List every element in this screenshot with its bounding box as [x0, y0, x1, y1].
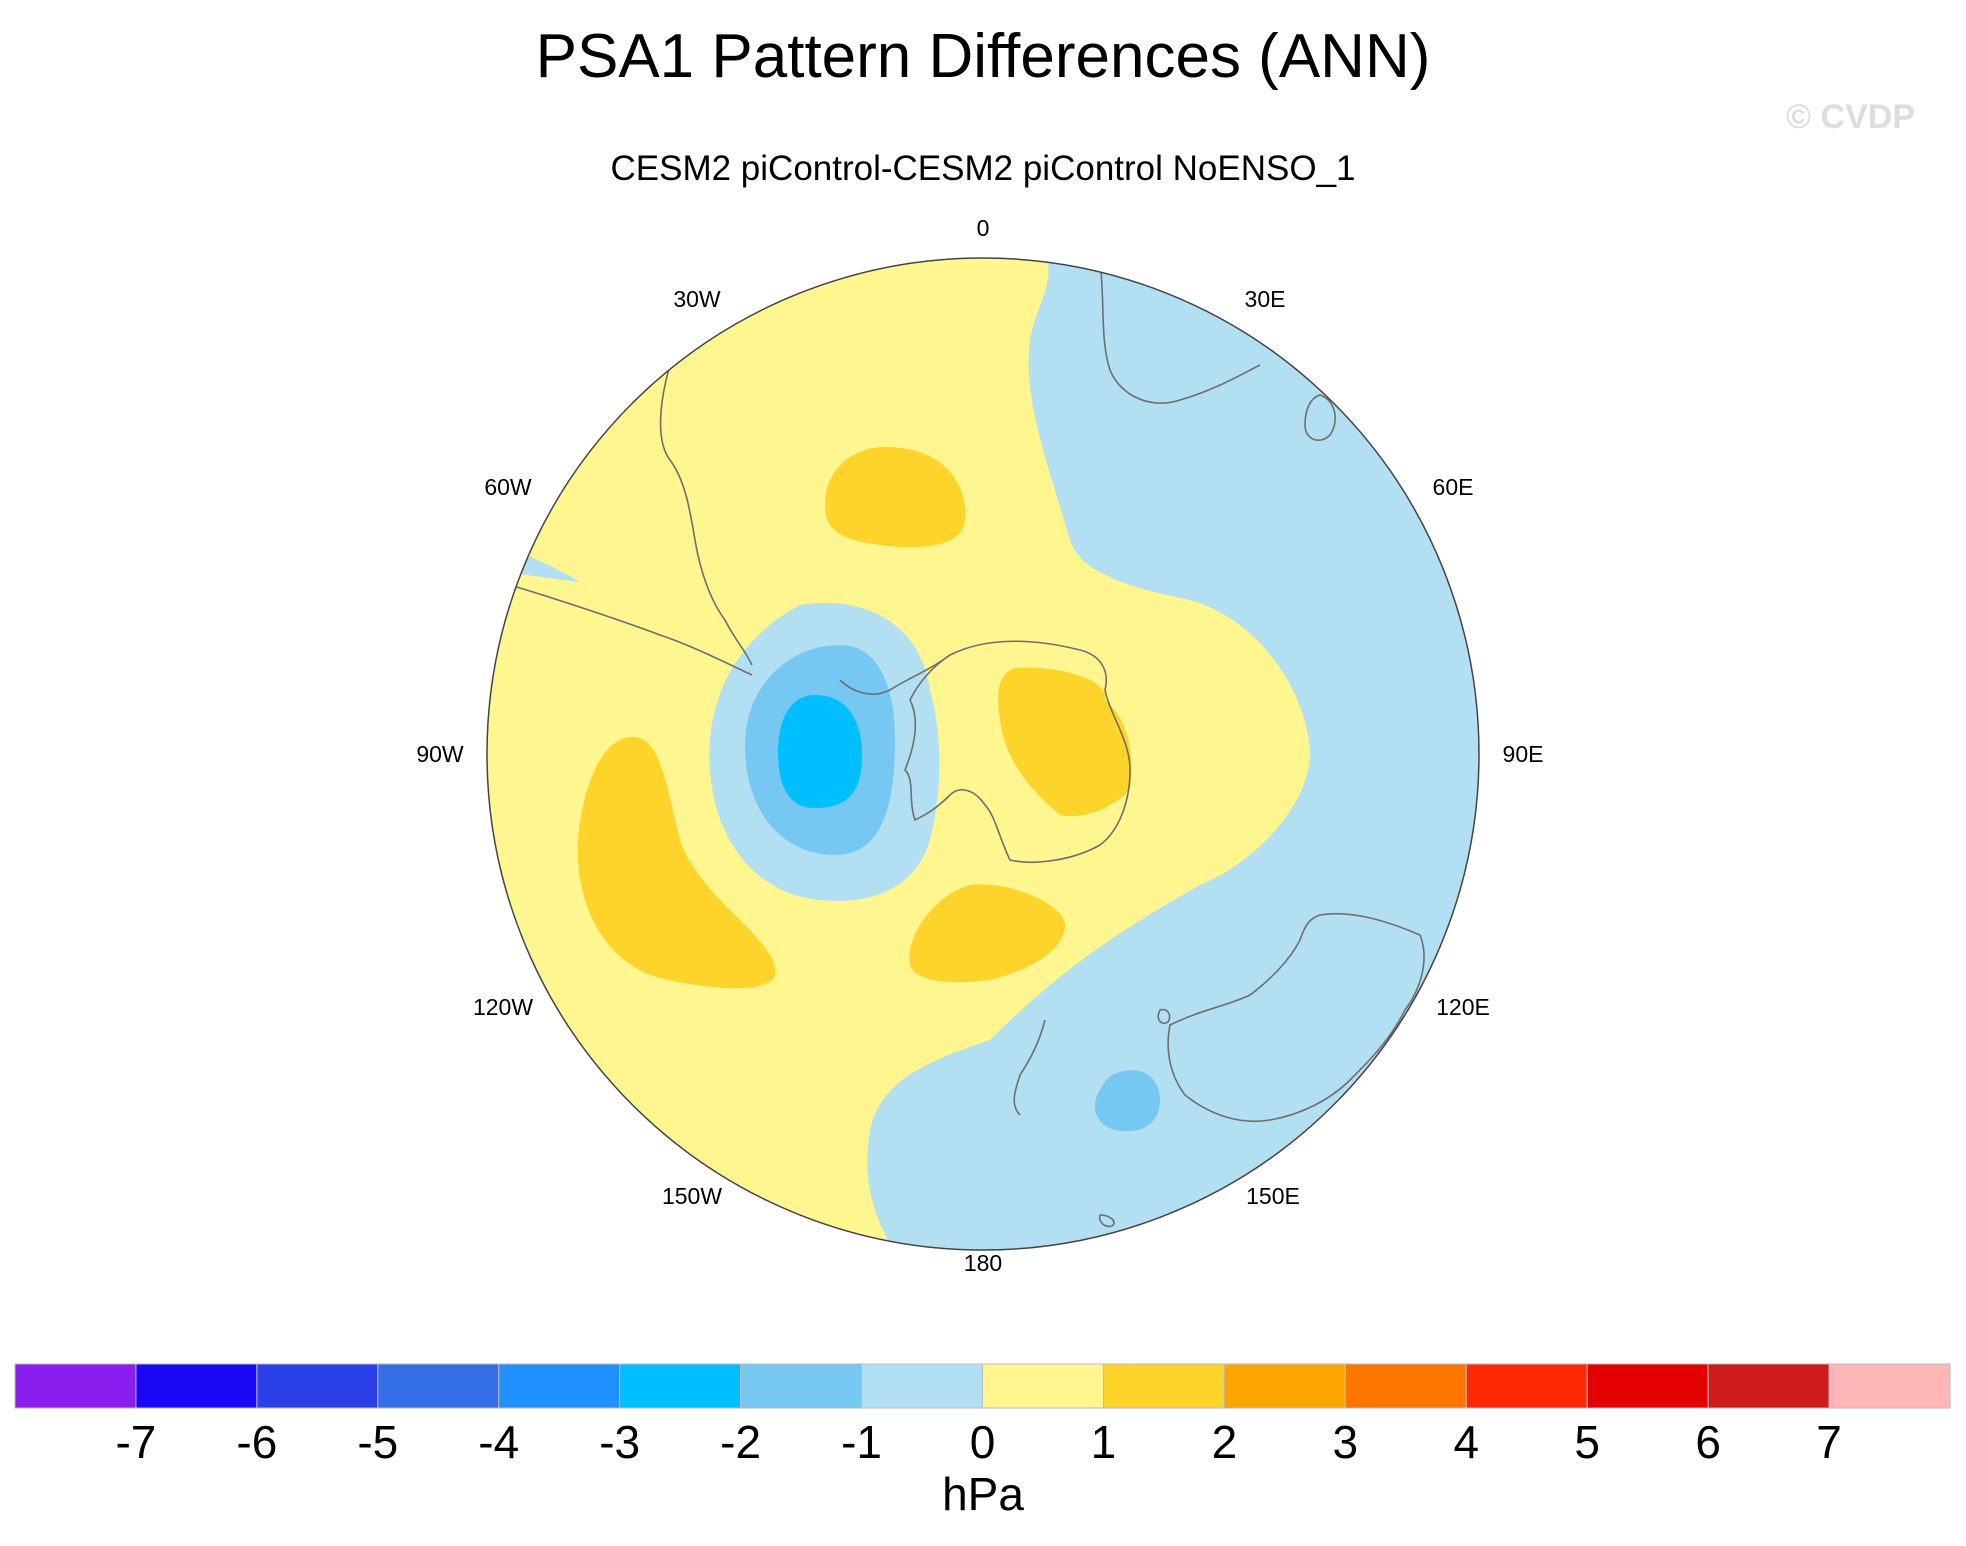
positive-center-east	[998, 667, 1132, 817]
island-180	[1098, 1214, 1115, 1228]
colorbar-box	[377, 1363, 500, 1409]
colorbar-tick-label: -5	[357, 1416, 398, 1468]
antarctica-coast	[904, 640, 1131, 863]
colorbar-box	[1828, 1363, 1951, 1409]
africa-coast	[1099, 261, 1261, 404]
positive-center-north	[825, 446, 966, 548]
colorbar-box	[256, 1363, 379, 1409]
coastlines	[509, 261, 1425, 1228]
lon-label-0: 0	[977, 215, 990, 241]
south-america-coast	[659, 364, 753, 666]
positive-center-south	[909, 884, 1065, 983]
colorbar-tick-label: -7	[115, 1416, 156, 1468]
colorbar-tick-label: -6	[236, 1416, 277, 1468]
colorbar-tick-label: 5	[1574, 1416, 1600, 1468]
lon-label-150e: 150E	[1246, 1183, 1300, 1209]
new-zealand-coast	[1013, 1019, 1046, 1116]
colorbar-tick-label: 3	[1333, 1416, 1359, 1468]
negative-core	[778, 695, 862, 808]
colorbar-box	[740, 1363, 863, 1409]
lon-label-150w: 150W	[662, 1183, 722, 1209]
lon-label-30w: 30W	[673, 286, 721, 312]
lon-label-60w: 60W	[484, 474, 532, 500]
south-america-west-coast	[509, 584, 753, 676]
colorbar-box	[1102, 1363, 1225, 1409]
colorbar-tick-label: 0	[970, 1416, 996, 1468]
polar-map	[487, 258, 1479, 1250]
colorbar-box	[861, 1363, 983, 1409]
lon-label-30e: 30E	[1245, 286, 1286, 312]
colorbar-tick-label: -4	[478, 1416, 519, 1468]
colorbar-tick-label: 6	[1695, 1416, 1721, 1468]
lon-label-180: 180	[964, 1250, 1002, 1276]
colorbar-box	[1223, 1363, 1346, 1409]
lon-label-120w: 120W	[473, 994, 533, 1020]
watermark: © CVDP	[1786, 98, 1915, 136]
colorbar-unit-label: hPa	[942, 1468, 1024, 1520]
madagascar-coast	[1304, 394, 1336, 441]
longitude-labels: 0 30E 60E 90E 120E 150E 180 150W 120W 90…	[416, 215, 1543, 1276]
colorbar-tick-label: -3	[599, 1416, 640, 1468]
tasmania-coast	[1157, 1008, 1171, 1025]
lon-label-90w: 90W	[416, 741, 464, 767]
colorbar	[14, 1363, 1951, 1409]
colorbar-tick-label: -1	[841, 1416, 882, 1468]
peninsula-coast	[839, 654, 951, 695]
colorbar-box	[982, 1363, 1104, 1409]
lon-label-60e: 60E	[1433, 474, 1474, 500]
colorbar-box	[1586, 1363, 1709, 1409]
subtitle: CESM2 piControl-CESM2 piControl NoENSO_1	[611, 149, 1356, 188]
map-border	[486, 257, 1480, 1251]
negative-center-tasman	[1095, 1070, 1160, 1132]
colorbar-box	[1465, 1363, 1588, 1409]
positive-center-west	[577, 736, 776, 989]
colorbar-box	[135, 1363, 258, 1409]
colorbar-tick-label: 2	[1212, 1416, 1238, 1468]
lon-label-90e: 90E	[1503, 741, 1544, 767]
colorbar-tick-labels: -7 -6 -5 -4 -3 -2 -1 0 1 2 3 4 5 6 7	[115, 1416, 1841, 1468]
colorbar-tick-label: 4	[1453, 1416, 1479, 1468]
australia-coast	[1167, 912, 1425, 1123]
main-title: PSA1 Pattern Differences (ANN)	[536, 22, 1431, 91]
colorbar-tick-label: 7	[1816, 1416, 1842, 1468]
colorbar-box	[1707, 1363, 1830, 1409]
colorbar-tick-label: 1	[1091, 1416, 1117, 1468]
colorbar-tick-label: -2	[720, 1416, 761, 1468]
colorbar-box	[14, 1363, 137, 1409]
colorbar-box	[619, 1363, 742, 1409]
colorbar-box	[1344, 1363, 1467, 1409]
colorbar-box	[498, 1363, 621, 1409]
lon-label-120e: 120E	[1436, 994, 1490, 1020]
